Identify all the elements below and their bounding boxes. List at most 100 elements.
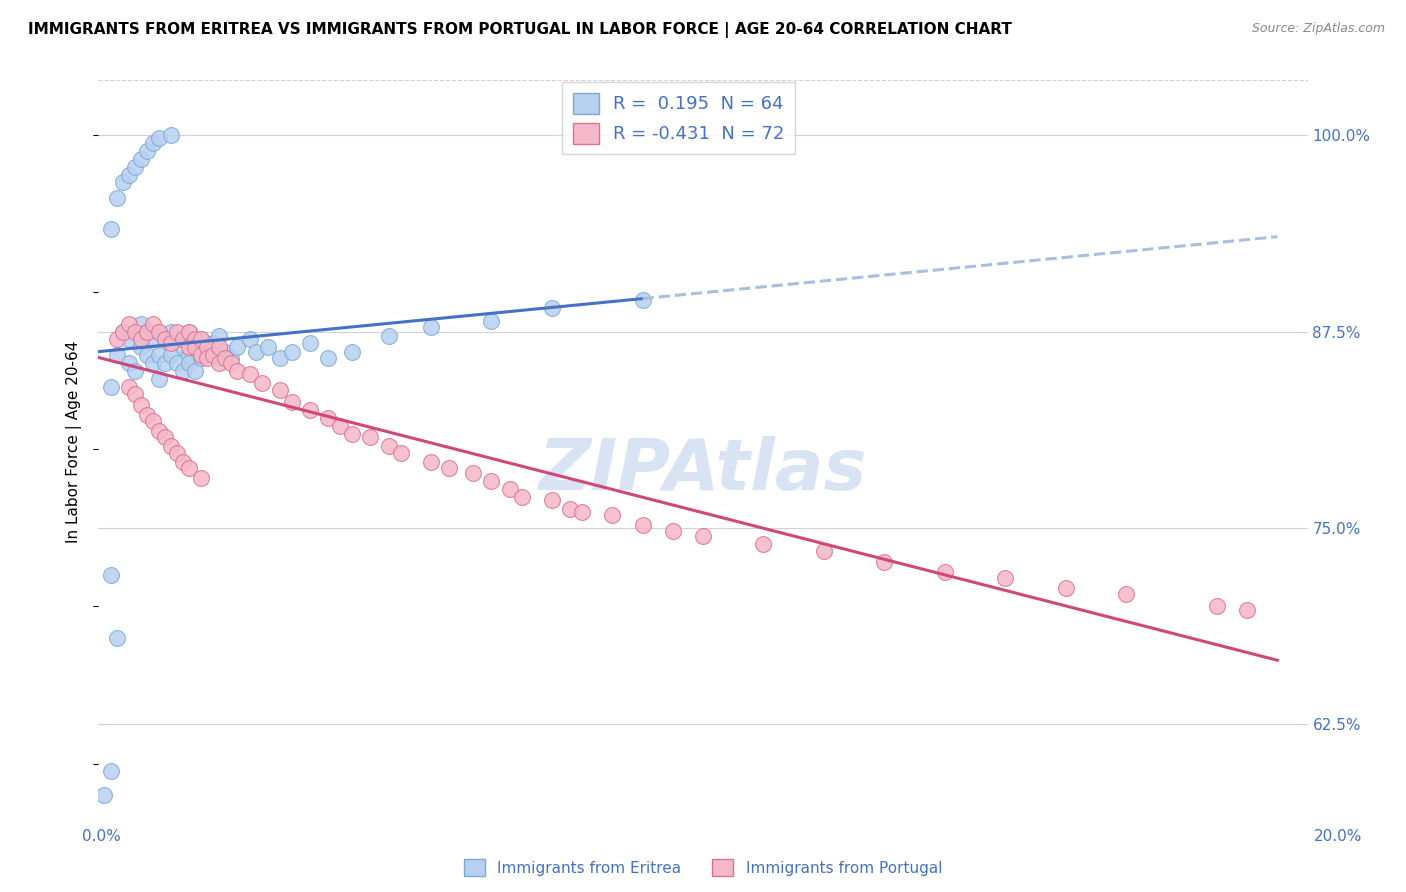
Point xyxy=(994,571,1017,585)
Point xyxy=(135,408,157,422)
Point xyxy=(179,348,201,362)
Point xyxy=(420,319,443,334)
Point xyxy=(190,333,212,347)
Point xyxy=(190,333,212,347)
Point xyxy=(329,418,352,433)
Point xyxy=(153,333,176,347)
Point xyxy=(135,348,157,362)
Point xyxy=(179,461,201,475)
Point xyxy=(124,160,146,174)
Point xyxy=(1115,587,1137,601)
Point xyxy=(602,508,624,523)
Point xyxy=(299,403,322,417)
Point xyxy=(153,333,176,347)
Point xyxy=(631,517,654,532)
Point xyxy=(184,333,207,347)
Point xyxy=(148,325,170,339)
Point xyxy=(153,430,176,444)
Point xyxy=(558,502,581,516)
Point xyxy=(111,175,134,189)
Text: IMMIGRANTS FROM ERITREA VS IMMIGRANTS FROM PORTUGAL IN LABOR FORCE | AGE 20-64 C: IMMIGRANTS FROM ERITREA VS IMMIGRANTS FR… xyxy=(28,22,1012,38)
Point xyxy=(481,313,503,327)
Point xyxy=(100,764,122,779)
Point xyxy=(105,333,128,347)
Point xyxy=(172,340,194,354)
Point xyxy=(124,387,146,401)
Point xyxy=(124,364,146,378)
Point xyxy=(226,364,249,378)
Point xyxy=(214,345,236,359)
Point xyxy=(118,379,141,393)
Point xyxy=(142,333,165,347)
Point xyxy=(142,356,165,370)
Point xyxy=(160,325,183,339)
Point xyxy=(360,430,382,444)
Point xyxy=(208,340,231,354)
Point xyxy=(105,191,128,205)
Point xyxy=(195,351,218,366)
Point xyxy=(172,455,194,469)
Point xyxy=(221,356,243,370)
Point xyxy=(250,376,273,391)
Point xyxy=(481,474,503,488)
Point xyxy=(124,325,146,339)
Point xyxy=(129,398,152,412)
Point xyxy=(111,325,134,339)
Point xyxy=(269,351,291,366)
Point xyxy=(1236,602,1258,616)
Point xyxy=(135,144,157,158)
Text: 20.0%: 20.0% xyxy=(1315,830,1362,844)
Point xyxy=(873,556,896,570)
Point xyxy=(142,317,165,331)
Point xyxy=(129,333,152,347)
Point xyxy=(377,439,399,453)
Point xyxy=(93,788,115,802)
Point xyxy=(100,568,122,582)
Point xyxy=(342,345,364,359)
Point xyxy=(316,411,339,425)
Point xyxy=(510,490,533,504)
Point xyxy=(540,301,562,315)
Point xyxy=(571,505,593,519)
Point xyxy=(281,395,304,409)
Point xyxy=(153,356,176,370)
Point xyxy=(934,565,956,579)
Point xyxy=(752,536,775,550)
Point xyxy=(631,293,654,308)
Point xyxy=(179,325,201,339)
Point xyxy=(269,383,291,397)
Point xyxy=(463,466,485,480)
Point xyxy=(179,325,201,339)
Point xyxy=(129,340,152,354)
Point xyxy=(118,317,141,331)
Point xyxy=(195,340,218,354)
Point xyxy=(172,364,194,378)
Text: 0.0%: 0.0% xyxy=(82,830,121,844)
Point xyxy=(100,222,122,236)
Point xyxy=(160,128,183,143)
Point xyxy=(498,482,520,496)
Point xyxy=(208,356,231,370)
Point xyxy=(111,325,134,339)
Point xyxy=(190,348,212,362)
Point xyxy=(221,351,243,366)
Point xyxy=(148,424,170,438)
Point xyxy=(166,325,188,339)
Point xyxy=(148,372,170,386)
Point xyxy=(813,544,835,558)
Point xyxy=(105,348,128,362)
Point xyxy=(208,329,231,343)
Point xyxy=(184,340,207,354)
Point xyxy=(245,345,267,359)
Point xyxy=(239,367,262,381)
Point xyxy=(239,333,262,347)
Point xyxy=(342,426,364,441)
Point xyxy=(281,345,304,359)
Point xyxy=(105,631,128,645)
Point xyxy=(190,351,212,366)
Point xyxy=(202,335,225,350)
Legend: R =  0.195  N = 64, R = -0.431  N = 72: R = 0.195 N = 64, R = -0.431 N = 72 xyxy=(562,82,796,154)
Point xyxy=(226,340,249,354)
Point xyxy=(184,364,207,378)
Point xyxy=(166,356,188,370)
